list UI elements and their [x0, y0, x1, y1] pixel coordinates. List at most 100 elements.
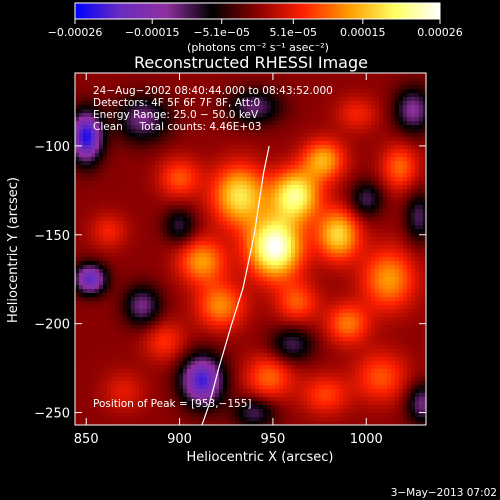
heatmap-cell	[359, 129, 364, 134]
heatmap-cell	[211, 77, 216, 82]
heatmap-cell	[231, 133, 236, 138]
heatmap-cell	[339, 205, 344, 210]
heatmap-cell	[163, 73, 168, 78]
heatmap-cell	[419, 149, 424, 154]
heatmap-cell	[147, 105, 152, 110]
heatmap-cell	[295, 261, 300, 266]
heatmap-cell	[291, 189, 296, 194]
heatmap-cell	[375, 241, 380, 246]
heatmap-cell	[219, 125, 224, 130]
heatmap-cell	[235, 249, 240, 254]
heatmap-cell	[331, 293, 336, 298]
heatmap-cell	[195, 145, 200, 150]
heatmap-cell	[251, 81, 256, 86]
heatmap-cell	[95, 157, 100, 162]
heatmap-cell	[259, 161, 264, 166]
heatmap-cell	[419, 77, 424, 82]
heatmap-cell	[383, 97, 388, 102]
heatmap-cell	[403, 213, 408, 218]
heatmap-cell	[107, 133, 112, 138]
heatmap-cell	[127, 113, 132, 118]
heatmap-cell	[171, 149, 176, 154]
heatmap-cell	[159, 281, 164, 286]
heatmap-cell	[159, 165, 164, 170]
heatmap-cell	[207, 233, 212, 238]
heatmap-cell	[411, 225, 416, 230]
heatmap-cell	[271, 177, 276, 182]
heatmap-cell	[299, 85, 304, 90]
heatmap-cell	[287, 133, 292, 138]
heatmap-cell	[107, 269, 112, 274]
heatmap-cell	[411, 93, 416, 98]
heatmap-cell	[383, 169, 388, 174]
heatmap-cell	[175, 181, 180, 186]
heatmap-cell	[391, 117, 396, 122]
heatmap-cell	[247, 77, 252, 82]
heatmap-cell	[99, 129, 104, 134]
heatmap-cell	[195, 197, 200, 202]
heatmap-cell	[387, 125, 392, 130]
heatmap-cell	[115, 277, 120, 282]
heatmap-cell	[331, 213, 336, 218]
heatmap-cell	[275, 289, 280, 294]
heatmap-cell	[107, 293, 112, 298]
heatmap-cell	[227, 125, 232, 130]
heatmap-cell	[207, 253, 212, 258]
heatmap-cell	[247, 249, 252, 254]
heatmap-cell	[91, 245, 96, 250]
heatmap-cell	[115, 73, 120, 78]
heatmap-cell	[191, 201, 196, 206]
heatmap-cell	[291, 209, 296, 214]
heatmap-cell	[279, 269, 284, 274]
heatmap-cell	[215, 197, 220, 202]
heatmap-cell	[139, 137, 144, 142]
heatmap-cell	[311, 281, 316, 286]
heatmap-cell	[199, 85, 204, 90]
heatmap-cell	[123, 297, 128, 302]
heatmap-cell	[347, 121, 352, 126]
heatmap-cell	[303, 117, 308, 122]
heatmap-cell	[395, 277, 400, 282]
heatmap-cell	[331, 229, 336, 234]
heatmap-cell	[183, 133, 188, 138]
heatmap-cell	[103, 185, 108, 190]
heatmap-cell	[279, 89, 284, 94]
heatmap-cell	[263, 237, 268, 242]
heatmap-cell	[291, 153, 296, 158]
heatmap-cell	[271, 265, 276, 270]
heatmap-cell	[147, 121, 152, 126]
heatmap-cell	[83, 277, 88, 282]
heatmap-cell	[399, 229, 404, 234]
heatmap-cell	[111, 153, 116, 158]
heatmap-cell	[287, 225, 292, 230]
heatmap-cell	[391, 85, 396, 90]
heatmap-cell	[171, 285, 176, 290]
heatmap-cell	[155, 113, 160, 118]
heatmap-cell	[315, 105, 320, 110]
heatmap-cell	[127, 269, 132, 274]
heatmap-cell	[411, 221, 416, 226]
heatmap-cell	[195, 249, 200, 254]
heatmap-cell	[171, 153, 176, 158]
heatmap-cell	[279, 261, 284, 266]
heatmap-cell	[407, 213, 412, 218]
heatmap-cell	[359, 101, 364, 106]
heatmap-cell	[175, 149, 180, 154]
heatmap-cell	[187, 241, 192, 246]
heatmap-cell	[235, 261, 240, 266]
heatmap-cell	[383, 253, 388, 258]
heatmap-cell	[259, 141, 264, 146]
heatmap-cell	[311, 289, 316, 294]
heatmap-cell	[115, 181, 120, 186]
heatmap-cell	[391, 77, 396, 82]
heatmap-cell	[423, 121, 426, 126]
heatmap-cell	[115, 197, 120, 202]
heatmap-cell	[299, 81, 304, 86]
heatmap-cell	[163, 125, 168, 130]
heatmap-cell	[235, 201, 240, 206]
heatmap-cell	[91, 133, 96, 138]
heatmap-cell	[103, 113, 108, 118]
heatmap-cell	[251, 221, 256, 226]
heatmap-cell	[231, 289, 236, 294]
heatmap-cell	[203, 249, 208, 254]
